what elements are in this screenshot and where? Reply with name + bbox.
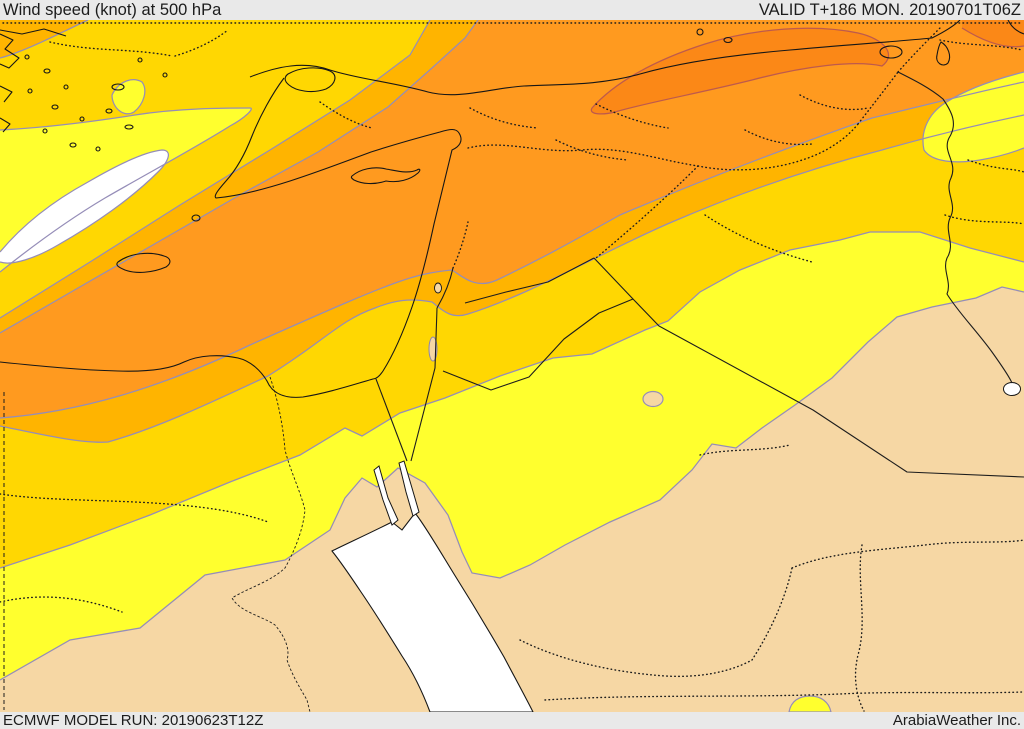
turkey-interior-lines: [319, 94, 869, 161]
sea-of-marmara: [284, 67, 336, 93]
yellow-wedge-nw: [0, 108, 252, 272]
red-sea: [331, 460, 534, 712]
iran-interior-line2: [944, 214, 1024, 225]
small-lake: [696, 28, 704, 36]
amber-corner-patch: [0, 20, 88, 58]
brand-label: ArabiaWeather Inc.: [892, 712, 1021, 729]
saudi-province-line1: [519, 639, 753, 678]
small-lake: [723, 36, 733, 44]
caucasus-border: [897, 25, 1023, 73]
jordan-saudi-iraq-border: [442, 298, 1024, 478]
dark-orange-core: [591, 28, 889, 114]
lebanon-border: [436, 267, 454, 309]
yellow-patch-nw: [112, 79, 145, 114]
jordan-iraq-border: [593, 257, 634, 300]
balkan-border: [49, 29, 229, 57]
lebanon-syria-border: [452, 221, 469, 269]
coastlines: [0, 20, 1024, 398]
black-sea-coast: [249, 20, 961, 96]
saudi-province-line5: [699, 444, 791, 456]
wind-speed-map: [0, 20, 1024, 712]
saudi-province-line4: [854, 544, 865, 712]
crete-island: [116, 252, 171, 273]
footer-bar: ECMWF MODEL RUN: 20190623T12Z ArabiaWeat…: [0, 712, 1024, 729]
borders-solid: [375, 71, 1024, 478]
calm-sea-blob: [0, 150, 169, 264]
cyprus-island: [350, 167, 421, 185]
valid-time-label: VALID T+186 MON. 20190701T06Z: [758, 1, 1021, 19]
greek-coast: [0, 33, 20, 133]
wind-band-fills: [0, 20, 1024, 712]
egypt-interior-line2: [0, 596, 123, 613]
egypt-interior-line: [0, 493, 269, 523]
gulf-of-suez: [373, 465, 399, 526]
nile-river: [231, 376, 311, 712]
syria-jordan-border: [464, 257, 595, 304]
model-run-label: ECMWF MODEL RUN: 20190623T12Z: [3, 712, 264, 729]
lake-urmia: [936, 41, 951, 66]
rhodes-island: [191, 214, 201, 222]
lake-van: [879, 45, 903, 59]
egypt-israel-border: [375, 378, 408, 462]
caspian-corner: [1007, 20, 1024, 35]
mediterranean-coast: [0, 77, 462, 398]
iran-iraq-border: [897, 71, 1013, 384]
dark-orange-corner: [962, 20, 1024, 47]
header-bar: Wind speed (knot) at 500 hPa VALID T+186…: [0, 0, 1024, 20]
black-sea-west-coast: [0, 28, 67, 37]
iraq-interior-line: [704, 214, 813, 263]
orange-band-region: [0, 20, 1024, 418]
contour-lines: [0, 20, 1024, 681]
saudi-province-line3: [791, 539, 1024, 569]
map-title: Wind speed (knot) at 500 hPa: [3, 1, 222, 19]
gulf-tip-water: [1003, 382, 1021, 396]
spot-features: [428, 282, 1021, 712]
israel-jordan-border: [410, 307, 438, 462]
gulf-of-aqaba: [398, 460, 420, 517]
calm-land-spot: [642, 390, 664, 408]
borders-dotted: [0, 22, 1024, 712]
yellow-spot-south: [788, 695, 832, 712]
egypt-sudan-border: [544, 691, 1023, 701]
turkey-iran-border: [857, 71, 899, 125]
turkey-iraq-border: [697, 123, 859, 171]
sea-of-galilee: [434, 282, 442, 294]
turkey-syria-border: [467, 144, 699, 167]
red-sea-body: [331, 512, 534, 712]
